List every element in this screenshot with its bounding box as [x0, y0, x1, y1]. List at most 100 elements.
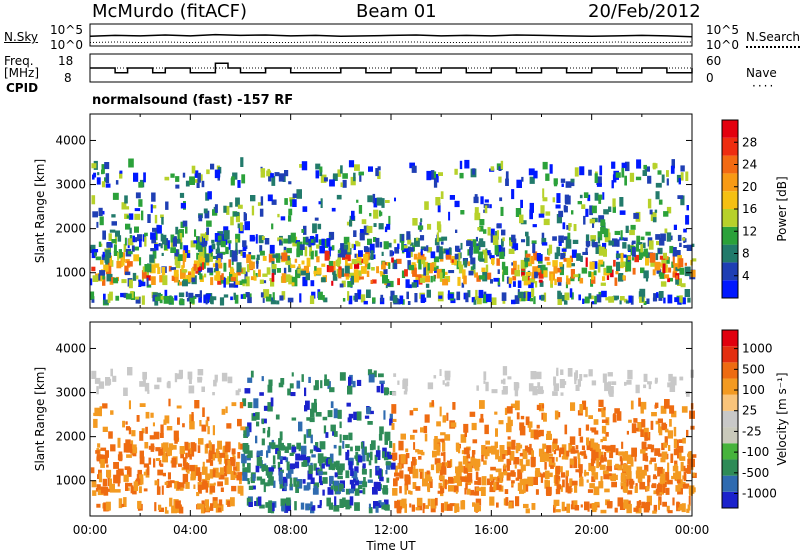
velocity-cell: [464, 487, 467, 495]
power-cell: [347, 281, 353, 288]
power-cell: [291, 276, 298, 287]
velocity-cell: [415, 507, 420, 511]
power-cell: [585, 257, 588, 267]
velocity-cell: [322, 477, 328, 484]
power-cell: [528, 282, 534, 289]
velocity-cell: [180, 451, 184, 459]
velocity-cell: [264, 482, 270, 487]
power-cell: [632, 247, 636, 257]
power-cell: [512, 275, 517, 281]
power-cell: [633, 212, 639, 219]
velocity-cell: [519, 489, 525, 494]
velocity-cell: [345, 470, 350, 479]
velocity-cell: [611, 481, 617, 488]
power-cell: [677, 234, 682, 242]
power-cell: [558, 235, 564, 243]
power-cell: [461, 282, 465, 288]
power-cell: [211, 239, 215, 244]
power-cell: [236, 262, 242, 273]
velocity-cells: [90, 366, 697, 514]
power-cell: [652, 297, 657, 302]
power-cell: [371, 267, 375, 271]
xtick-label: 00:00: [675, 523, 710, 537]
power-cell: [264, 238, 270, 245]
velocity-cell: [427, 498, 431, 507]
velocity-cell: [544, 470, 550, 480]
power-cell: [377, 166, 381, 171]
power-cell: [638, 291, 641, 299]
power-cell: [111, 239, 117, 244]
power-cell: [316, 256, 320, 263]
power-cell: [272, 254, 279, 258]
power-cell: [529, 298, 533, 302]
power-cell: [532, 243, 536, 254]
power-cell: [318, 239, 324, 246]
power-cell: [348, 295, 353, 305]
power-cell: [543, 270, 548, 277]
velocity-cell: [598, 399, 604, 407]
velocity-cell: [565, 470, 569, 477]
velocity-cell: [495, 481, 500, 489]
power-cell: [478, 289, 484, 298]
velocity-cell: [398, 440, 404, 451]
velocity-cell: [641, 441, 647, 448]
power-cell: [500, 160, 504, 169]
velocity-cell: [294, 501, 297, 511]
velocity-cell: [628, 480, 635, 485]
power-cell: [647, 175, 652, 184]
velocity-cell: [542, 443, 547, 449]
power-cell: [376, 197, 383, 206]
power-cell: [175, 226, 179, 235]
power-cell: [287, 297, 294, 303]
power-cell: [631, 257, 635, 261]
velocity-cell: [382, 488, 389, 494]
power-cell: [170, 267, 176, 271]
power-cell: [111, 214, 116, 218]
velocity-cell: [405, 448, 409, 453]
velocity-cell: [511, 480, 515, 484]
velocity-cell: [601, 425, 607, 434]
velocity-cell: [527, 476, 534, 487]
velocity-cell: [239, 402, 244, 409]
xtick-label: 04:00: [173, 523, 208, 537]
velocity-cell: [661, 422, 667, 430]
power-cell: [622, 275, 626, 280]
velocity-cell: [102, 403, 108, 409]
velocity-cell: [399, 470, 404, 479]
power-cell: [310, 280, 315, 287]
velocity-cell: [206, 443, 209, 448]
power-cell: [557, 290, 561, 300]
velocity-cell: [430, 464, 435, 471]
velocity-cell: [444, 374, 451, 381]
velocity-cell: [469, 491, 476, 496]
power-cell: [591, 205, 597, 214]
velocity-cell: [507, 436, 511, 440]
velocity-cell: [232, 453, 235, 457]
velocity-cell: [655, 420, 660, 425]
velocity-cell: [117, 468, 124, 476]
power-cell: [204, 238, 208, 245]
power-cell: [565, 281, 568, 289]
velocity-cell: [169, 497, 173, 507]
velocity-cell: [444, 434, 451, 441]
velocity-colorbar-swatch: [722, 394, 738, 411]
power-cell: [241, 174, 246, 184]
velocity-cell: [555, 465, 561, 475]
power-cell: [274, 172, 280, 177]
velocity-cell: [566, 503, 570, 513]
power-cell: [420, 246, 426, 250]
velocity-cell: [495, 449, 499, 460]
power-cell: [624, 175, 627, 186]
power-cell: [222, 236, 228, 245]
power-cell: [500, 206, 504, 216]
velocity-cell: [418, 456, 422, 460]
power-colorbar-swatch: [722, 262, 738, 281]
power-cell: [149, 254, 155, 263]
velocity-cell: [109, 478, 112, 489]
power-colorbar-tick-label: 8: [742, 247, 750, 261]
velocity-colorbar-tick-label: -1000: [742, 487, 777, 501]
power-cell: [196, 266, 202, 271]
velocity-cell: [567, 368, 573, 377]
power-cell: [270, 300, 277, 305]
power-cell: [563, 206, 568, 213]
